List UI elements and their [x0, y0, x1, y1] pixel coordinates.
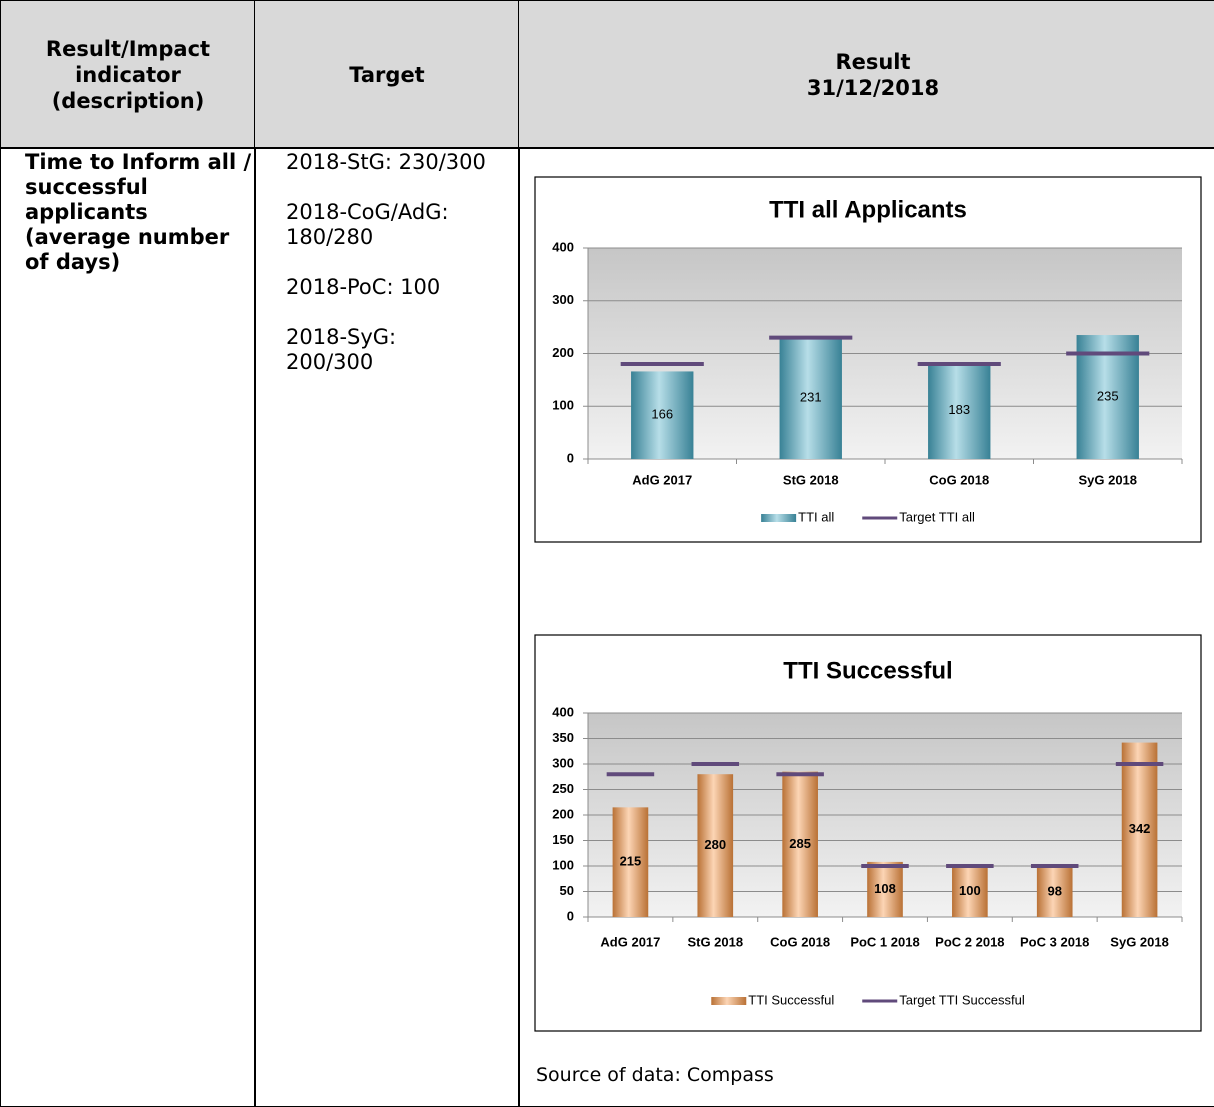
y-tick-label: 150: [552, 832, 574, 847]
bar: [1076, 335, 1139, 459]
chart-title: TTI Successful: [783, 657, 952, 684]
header-text: Result/Impact indicator (description): [45, 36, 211, 113]
y-tick-label: 50: [560, 883, 574, 898]
bar: [779, 337, 842, 459]
y-tick-label: 250: [552, 781, 574, 796]
header-text: Result 31/12/2018: [806, 49, 940, 100]
target-text: 2018-StG: 230/300: [286, 150, 486, 174]
bar: [1121, 742, 1158, 917]
y-tick-label: 100: [552, 398, 574, 413]
value-label: 215: [620, 854, 642, 869]
legend-label: Target TTI all: [899, 509, 975, 524]
bar: [952, 866, 988, 917]
x-tick-label: AdG 2017: [632, 472, 692, 487]
value-label: 183: [948, 402, 970, 417]
x-tick-label: CoG 2018: [929, 472, 989, 487]
x-tick-label: PoC 1 2018: [850, 934, 919, 949]
header-cell: Target: [254, 0, 520, 149]
value-label: 108: [874, 881, 896, 896]
value-label: 166: [651, 407, 673, 422]
target-text: 2018-PoC: 100: [286, 275, 441, 299]
header-cell: Result 31/12/2018: [518, 0, 1214, 149]
target-text: 2018-SyG: 200/300: [286, 325, 397, 374]
x-tick-label: AdG 2017: [600, 934, 660, 949]
legend: TTI Successful Target TTI Successful: [711, 992, 1025, 1007]
bar: [928, 362, 991, 459]
legend-swatch: [761, 514, 797, 522]
bar: [1036, 867, 1073, 917]
bar: [612, 807, 649, 917]
y-tick-label: 200: [552, 806, 574, 821]
chart-title: TTI all Applicants: [769, 196, 967, 223]
value-label: 280: [704, 837, 726, 852]
value-label: 100: [959, 883, 981, 898]
header-cell: Result/Impact indicator (description): [0, 0, 256, 149]
legend-label: Target TTI Successful: [899, 992, 1025, 1007]
y-tick-label: 300: [552, 755, 574, 770]
legend-label: TTI Successful: [748, 992, 834, 1007]
target-list: 2018-StG: 230/300 2018-CoG/AdG: 180/280 20…: [286, 150, 486, 400]
y-tick-label: 300: [552, 292, 574, 307]
x-tick-label: StG 2018: [687, 934, 743, 949]
x-tick-label: SyG 2018: [1110, 934, 1169, 949]
y-tick-label: 400: [552, 239, 574, 254]
value-label: 342: [1129, 821, 1151, 836]
value-label: 98: [1047, 883, 1061, 898]
y-tick-label: 100: [552, 857, 574, 872]
bar: [867, 861, 903, 917]
bar: [631, 371, 694, 459]
value-label: 235: [1097, 388, 1119, 403]
value-label: 285: [789, 836, 811, 851]
x-tick-label: PoC 3 2018: [1020, 934, 1089, 949]
y-tick-label: 350: [552, 730, 574, 745]
y-tick-label: 200: [552, 345, 574, 360]
legend: TTI all Target TTI all: [761, 509, 975, 524]
x-tick-label: StG 2018: [783, 472, 839, 487]
legend-swatch: [711, 997, 747, 1005]
source-text: Source of data: Compass: [536, 1064, 774, 1086]
x-tick-label: PoC 2 2018: [935, 934, 1004, 949]
y-tick-label: 400: [552, 704, 574, 719]
chart: TTI Successful 0 50 100 150 200 250 300 350 400 Ad…: [534, 634, 1202, 1032]
legend-label: TTI all: [798, 509, 834, 524]
chart: TTI all Applicants 0 100 200 300 400 AdG 2017 S…: [534, 176, 1202, 543]
bar: [697, 774, 734, 917]
y-tick-label: 0: [567, 450, 574, 465]
header-text: Target: [349, 62, 425, 87]
x-tick-label: CoG 2018: [770, 934, 830, 949]
x-tick-label: SyG 2018: [1078, 472, 1137, 487]
indicator-text: Time to Inform all / successful applican…: [25, 150, 252, 274]
value-label: 231: [800, 390, 822, 405]
y-tick-label: 0: [567, 908, 574, 923]
target-text: 2018-CoG/AdG: 180/280: [286, 200, 449, 249]
bar: [782, 771, 818, 917]
